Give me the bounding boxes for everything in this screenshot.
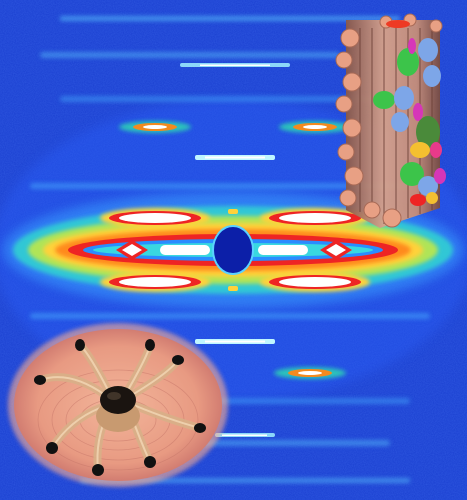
- tarantula-cephalothorax: [100, 386, 136, 414]
- tarantula-leg-tips: [34, 339, 206, 476]
- tarantula-carapace-sheen: [107, 392, 121, 400]
- filament-model: [335, 13, 446, 228]
- beamstop: [212, 225, 254, 275]
- tarantula-photo: [8, 323, 228, 487]
- first-layer-lines: [100, 208, 370, 292]
- filament-top-marker: [386, 20, 410, 28]
- atomic-model: [400, 116, 446, 206]
- layer-line-streaks: [180, 63, 290, 437]
- meridional-reflection-top: [228, 209, 238, 214]
- diffraction-pattern: [3, 16, 463, 483]
- tarantula: [34, 339, 206, 476]
- meridional-reflection-bottom: [228, 286, 238, 291]
- filament-surface-lobes: [335, 13, 443, 228]
- myosin-heads: [373, 38, 441, 132]
- equatorial-reflections: [116, 240, 352, 260]
